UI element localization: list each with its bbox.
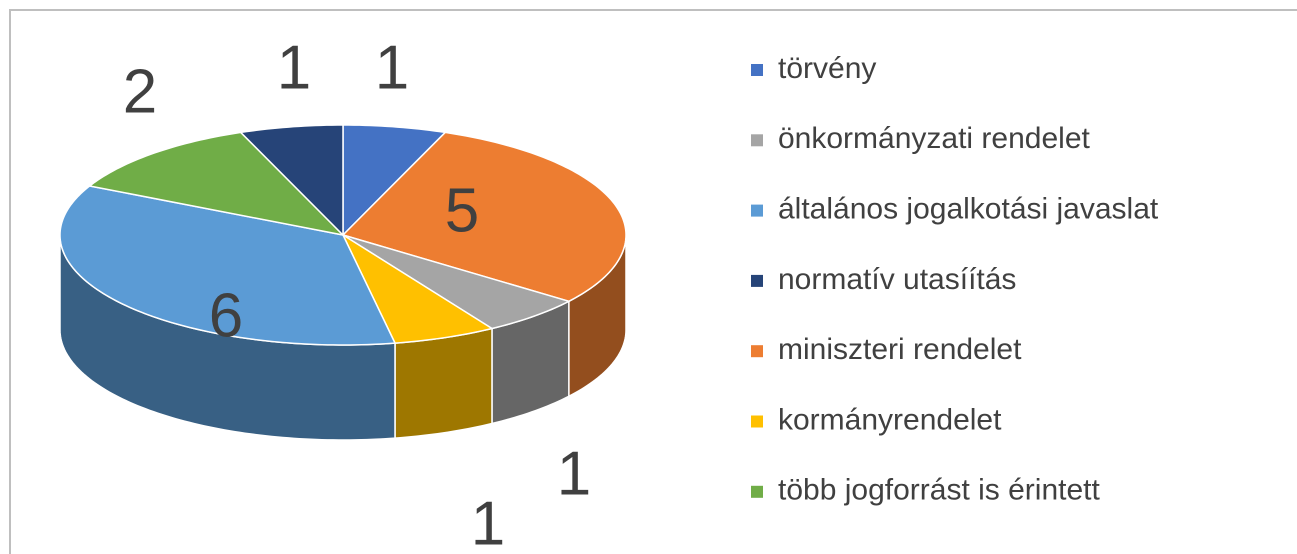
pie-slice xyxy=(59,185,397,346)
pie-side xyxy=(394,327,493,439)
data-label: 1 xyxy=(471,489,505,554)
legend-marker xyxy=(751,274,763,287)
pie-slice xyxy=(342,234,571,330)
data-label: 1 xyxy=(557,439,591,508)
data-label: 1 xyxy=(375,33,409,102)
legend-label: általános jogalkotási javaslat xyxy=(778,193,1159,226)
legend-marker xyxy=(751,204,763,217)
legend-label: kormányrendelet xyxy=(778,403,1002,436)
pie-slice xyxy=(87,131,346,237)
legend-marker xyxy=(751,134,763,147)
pie-slice xyxy=(342,124,447,237)
data-label: 5 xyxy=(445,176,479,245)
data-label: 6 xyxy=(209,281,243,350)
legend-label: normatív utasíítás xyxy=(778,263,1016,296)
legend-marker xyxy=(751,345,763,358)
legend-label: önkormányzati rendelet xyxy=(778,122,1091,155)
pie-slice xyxy=(341,232,494,344)
data-label: 2 xyxy=(123,57,157,126)
legend-marker xyxy=(751,485,763,498)
pie-tops xyxy=(59,124,627,346)
legend-label: miniszteri rendelet xyxy=(778,333,1022,366)
legend-label: törvény xyxy=(778,52,876,85)
legend: törvény miniszteri rendelet önkormányzati … xyxy=(751,52,1159,507)
legend-marker xyxy=(751,64,763,76)
data-label: 1 xyxy=(277,33,311,102)
legend-label: több jogforrást is érintett xyxy=(778,474,1100,507)
legend-marker xyxy=(751,415,763,428)
pie-slice xyxy=(239,124,344,237)
pie-slice xyxy=(341,131,627,303)
